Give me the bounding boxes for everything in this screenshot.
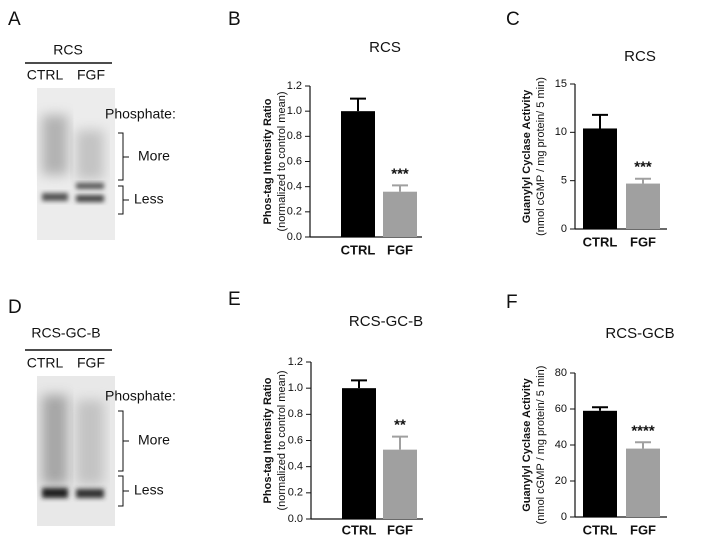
error-bar bbox=[635, 441, 651, 449]
bar bbox=[583, 410, 617, 517]
y-tick-label: 0.0 bbox=[288, 513, 303, 525]
x-tick-label: FGF bbox=[630, 522, 656, 537]
x-tick-label: CTRL bbox=[583, 522, 618, 537]
y-tick-label: 1.0 bbox=[287, 105, 302, 117]
x-tick-label: FGF bbox=[630, 234, 656, 249]
error-bar bbox=[592, 113, 608, 129]
significance: ** bbox=[394, 417, 406, 434]
panel-letter: A bbox=[8, 9, 21, 30]
bar bbox=[583, 128, 617, 229]
y-axis-label: Phos-tag Intensity Ratio bbox=[262, 377, 274, 503]
significance: *** bbox=[391, 165, 409, 182]
bar bbox=[342, 388, 376, 519]
blot-title: RCS bbox=[53, 42, 83, 58]
lane-label: FGF bbox=[77, 67, 105, 83]
bracket bbox=[118, 132, 129, 181]
y-axis-label: Guanylyl Cyclase Activity bbox=[521, 89, 533, 223]
error-bar bbox=[392, 184, 408, 192]
less-label: Less bbox=[134, 191, 164, 207]
bar bbox=[626, 448, 660, 517]
chart-title: RCS bbox=[624, 48, 656, 65]
more-label: More bbox=[138, 148, 170, 164]
error-bar bbox=[392, 435, 408, 450]
x-tick-label: CTRL bbox=[341, 242, 376, 257]
y-tick-label: 0.0 bbox=[287, 231, 302, 243]
y-axis-label: Phos-tag Intensity Ratio bbox=[262, 98, 274, 224]
y-tick-label: 20 bbox=[555, 475, 567, 487]
panel-letter: C bbox=[506, 9, 520, 30]
phosphate-label: Phosphate: bbox=[105, 106, 176, 122]
lane-label: FGF bbox=[77, 355, 105, 371]
blot-image bbox=[37, 376, 115, 526]
panel-letter: E bbox=[228, 289, 241, 310]
error-bar bbox=[592, 406, 608, 411]
y-axis-note: (nmol cGMP / mg protein/ 5 min) bbox=[535, 77, 547, 236]
panel-letter: F bbox=[506, 292, 518, 313]
y-axis-note: (nmol cGMP / mg protein/ 5 min) bbox=[535, 366, 547, 525]
error-bar bbox=[350, 97, 366, 112]
panel-letter: B bbox=[228, 9, 241, 30]
y-tick-label: 0.8 bbox=[288, 408, 303, 420]
y-tick-label: 0.4 bbox=[288, 461, 303, 473]
y-tick-label: 0.2 bbox=[287, 206, 302, 218]
significance: **** bbox=[631, 422, 655, 439]
y-axis-note: (normalized to control mean) bbox=[276, 370, 288, 510]
significance: *** bbox=[634, 159, 652, 176]
y-tick-label: 10 bbox=[555, 126, 567, 138]
bar bbox=[383, 449, 417, 519]
y-tick-label: 60 bbox=[555, 403, 567, 415]
x-tick-label: FGF bbox=[387, 522, 413, 537]
y-tick-label: 0.2 bbox=[288, 487, 303, 499]
bracket bbox=[118, 185, 129, 215]
bracket bbox=[118, 475, 129, 507]
y-tick-label: 40 bbox=[555, 439, 567, 451]
y-tick-label: 0 bbox=[561, 223, 567, 235]
y-tick-label: 0.8 bbox=[287, 130, 302, 142]
y-axis-note: (normalized to control mean) bbox=[276, 91, 288, 231]
bar bbox=[383, 191, 417, 237]
y-tick-label: 0.4 bbox=[287, 181, 302, 193]
bracket bbox=[118, 410, 129, 472]
chart-title: RCS-GCB bbox=[605, 325, 674, 342]
more-label: More bbox=[138, 432, 170, 448]
y-tick-label: 0 bbox=[561, 511, 567, 523]
y-tick-label: 15 bbox=[555, 78, 567, 90]
x-tick-label: CTRL bbox=[583, 234, 618, 249]
blot-image bbox=[37, 88, 115, 240]
chart-title: RCS-GC-B bbox=[349, 313, 423, 330]
y-tick-label: 0.6 bbox=[287, 155, 302, 167]
bar bbox=[341, 111, 375, 237]
x-tick-label: CTRL bbox=[342, 522, 377, 537]
y-tick-label: 80 bbox=[555, 367, 567, 379]
y-tick-label: 1.2 bbox=[287, 80, 302, 92]
x-tick-label: FGF bbox=[387, 242, 413, 257]
phosphate-label: Phosphate: bbox=[105, 388, 176, 404]
y-axis-label: Guanylyl Cyclase Activity bbox=[521, 377, 533, 511]
y-tick-label: 1.0 bbox=[288, 382, 303, 394]
bar bbox=[626, 183, 660, 229]
error-bar bbox=[635, 177, 651, 184]
error-bar bbox=[351, 379, 367, 389]
blot-title: RCS-GC-B bbox=[31, 325, 100, 341]
y-tick-label: 5 bbox=[561, 175, 567, 187]
lane-label: CTRL bbox=[27, 355, 64, 371]
chart-title: RCS bbox=[369, 39, 401, 56]
y-tick-label: 0.6 bbox=[288, 434, 303, 446]
lane-label: CTRL bbox=[27, 67, 64, 83]
panel-letter: D bbox=[8, 297, 22, 318]
y-tick-label: 1.2 bbox=[288, 356, 303, 368]
less-label: Less bbox=[134, 482, 164, 498]
